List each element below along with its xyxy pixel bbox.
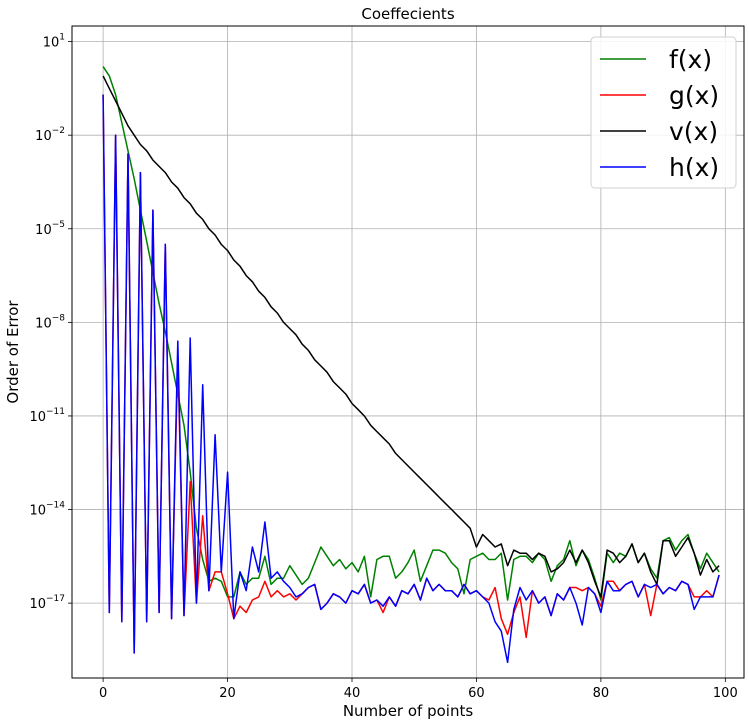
legend-label-fx: f(x) <box>669 45 712 74</box>
legend-label-gx: g(x) <box>669 81 719 110</box>
plot-frame <box>71 25 745 679</box>
x-tick-label: 100 <box>713 686 738 701</box>
chart-title: Coeffecients <box>361 5 454 23</box>
y-tick-label: 10−8 <box>35 313 65 331</box>
x-tick-label: 40 <box>344 686 361 701</box>
series-line-vx <box>102 75 720 598</box>
series-group <box>102 66 720 664</box>
legend-label-hx: h(x) <box>669 153 719 182</box>
x-tick-label: 80 <box>593 686 610 701</box>
legend-box <box>590 36 737 189</box>
y-tick-label: 10−17 <box>29 594 65 612</box>
y-tick-label: 101 <box>43 33 65 51</box>
legend-label-vx: v(x) <box>669 117 718 146</box>
x-tick-label: 0 <box>99 686 107 701</box>
y-axis: 101 10−2 10−5 10−8 10−11 10−14 10−17 <box>29 33 72 612</box>
y-tick-label: 10−2 <box>35 126 65 144</box>
x-tick-label: 60 <box>468 686 485 701</box>
series-line-hx <box>102 94 720 664</box>
legend: f(x) g(x) v(x) h(x) <box>590 36 737 189</box>
x-axis-label: Number of points <box>343 702 474 720</box>
y-tick-label: 10−11 <box>29 407 65 425</box>
x-tick-label: 20 <box>219 686 236 701</box>
x-axis: 0 20 40 60 80 100 <box>99 678 738 701</box>
y-axis-label: Order of Error <box>4 300 22 404</box>
grid <box>72 26 744 678</box>
y-tick-label: 10−14 <box>29 501 65 519</box>
y-tick-label: 10−5 <box>35 220 65 238</box>
